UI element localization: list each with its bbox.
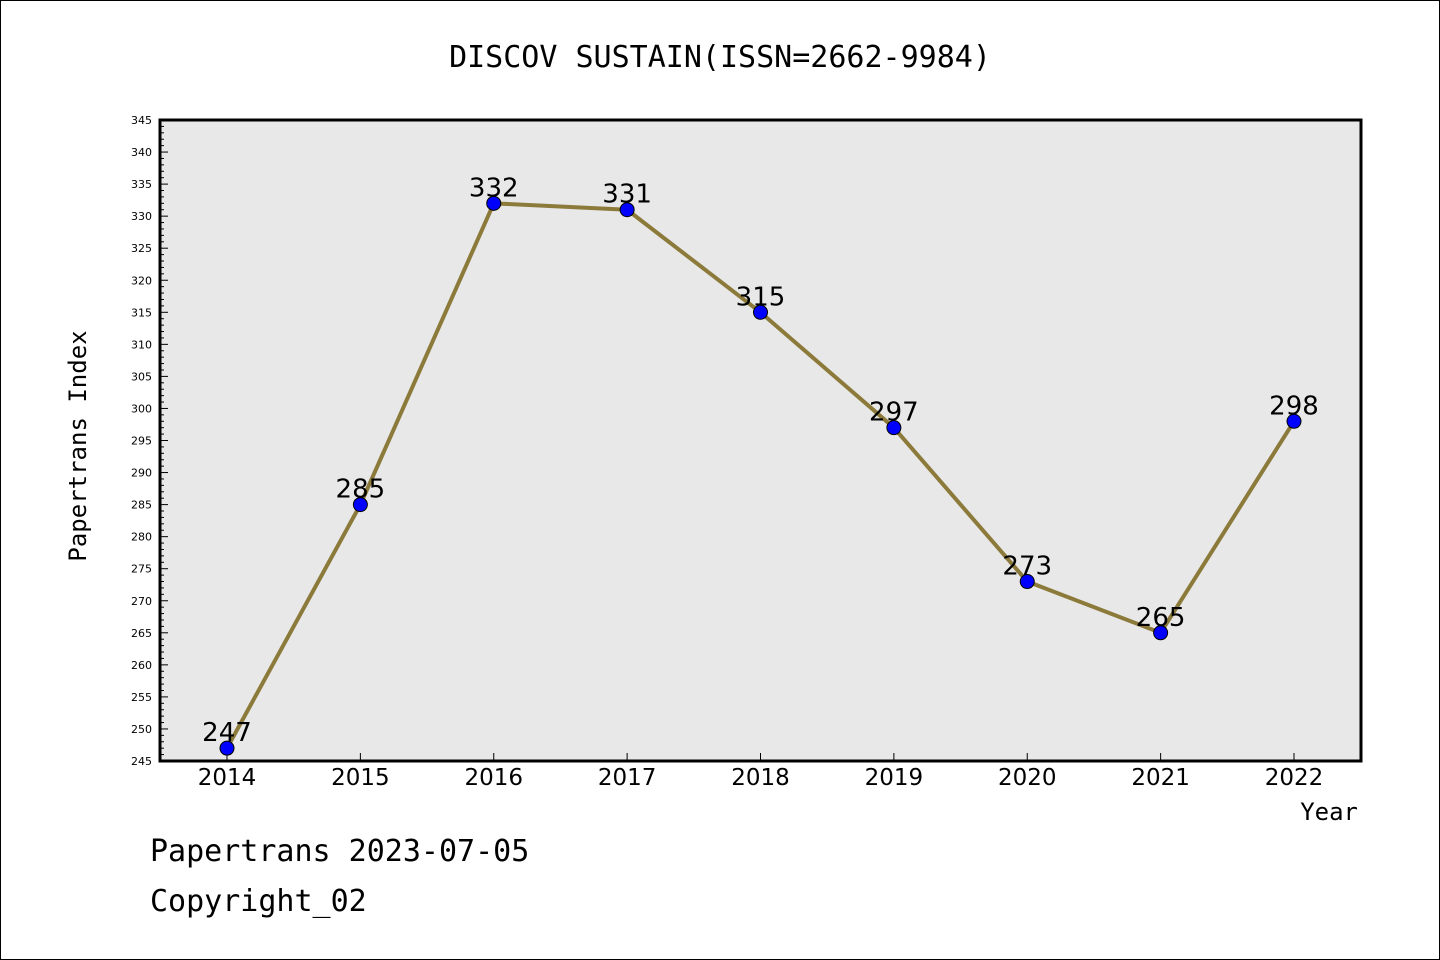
data-point: [352, 497, 368, 513]
footer-date: Papertrans 2023-07-05: [150, 834, 530, 869]
y-tick-label: 290: [131, 467, 152, 480]
data-point: [1019, 574, 1035, 590]
data-label: 332: [469, 173, 519, 203]
footer-copyright: Copyright_02: [150, 884, 367, 919]
plot-area: [158, 118, 1363, 763]
y-tick-label: 320: [131, 274, 152, 287]
x-tick-label: 2020: [998, 765, 1057, 791]
y-tick-label: 300: [131, 402, 152, 415]
y-tick-label: 330: [131, 210, 152, 223]
data-label: 297: [869, 398, 919, 428]
data-label: 273: [1002, 552, 1052, 582]
data-label: 315: [736, 282, 786, 312]
x-tick-label: 2021: [1131, 765, 1190, 791]
y-tick-label: 270: [131, 595, 152, 608]
x-tick-label: 2022: [1265, 765, 1324, 791]
x-axis: 2014 2015 2016 2017 2018 2019 2020 2021 2022: [198, 753, 1324, 791]
y-tick-label: 255: [131, 691, 152, 704]
y-tick-label: 275: [131, 563, 152, 576]
y-tick-label: 340: [131, 146, 152, 159]
y-tick-label: 310: [131, 338, 152, 351]
data-label: 247: [202, 718, 252, 748]
y-tick-label: 335: [131, 178, 152, 191]
data-label: 298: [1269, 391, 1319, 421]
data-label: 265: [1136, 603, 1186, 633]
y-tick-label: 250: [131, 723, 152, 736]
x-tick-label: 2019: [865, 765, 924, 791]
series-layer: 247 285 332 331 315 297 273 265 298: [202, 173, 1319, 756]
data-point: [886, 420, 902, 436]
data-label: 285: [336, 475, 386, 505]
y-tick-label: 345: [131, 114, 152, 127]
x-tick-label: 2017: [598, 765, 657, 791]
y-tick-label: 265: [131, 627, 152, 640]
data-point: [219, 740, 235, 756]
data-point: [753, 304, 768, 320]
data-point: [1286, 413, 1302, 429]
data-point: [619, 202, 635, 218]
y-tick-label: 325: [131, 242, 152, 255]
y-axis-label: Papertrans Index: [64, 330, 92, 561]
x-axis-label: Year: [1300, 798, 1358, 826]
y-tick-label: 285: [131, 499, 152, 512]
x-tick-label: 2015: [331, 765, 390, 791]
y-tick-label: 260: [131, 659, 152, 672]
y-tick-label: 315: [131, 306, 152, 319]
y-tick-label: 245: [131, 755, 152, 768]
x-tick-label: 2018: [731, 765, 790, 791]
x-tick-label: 2016: [464, 765, 523, 791]
y-tick-label: 280: [131, 531, 152, 544]
data-label: 331: [602, 180, 652, 210]
y-axis: 245 250 255 260 265 270 275 280 285 290 295 300 305 3…: [131, 114, 168, 768]
data-point: [1153, 625, 1169, 641]
data-point: [486, 195, 502, 211]
y-tick-label: 305: [131, 370, 152, 383]
x-tick-label: 2014: [198, 765, 257, 791]
y-tick-label: 295: [131, 435, 152, 448]
chart-title: DISCOV SUSTAIN(ISSN=2662-9984): [449, 40, 991, 75]
